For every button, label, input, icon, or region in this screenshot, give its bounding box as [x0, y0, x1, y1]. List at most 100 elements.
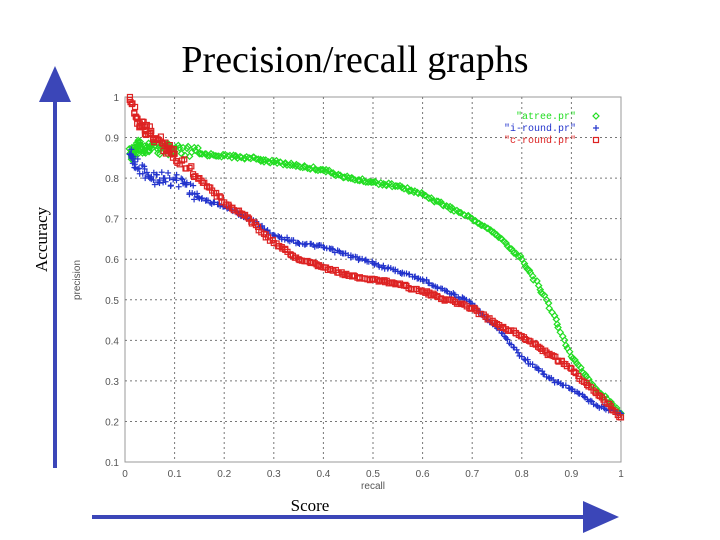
curve-marker — [341, 271, 348, 279]
curve-marker — [343, 172, 352, 181]
curve-marker — [255, 223, 262, 231]
curve-marker — [544, 351, 551, 359]
curve-marker — [173, 171, 180, 178]
curve-marker — [571, 356, 579, 364]
curve-marker — [212, 152, 221, 160]
curve-marker — [499, 330, 506, 337]
curve-marker — [173, 177, 180, 184]
curve-marker — [184, 142, 192, 151]
curve-marker — [550, 376, 557, 383]
y-tick-label: 1 — [113, 93, 119, 104]
curve-marker — [563, 363, 570, 370]
curve-marker — [371, 178, 380, 187]
legend-label: "atree.pr" — [516, 111, 576, 123]
curve-marker — [503, 335, 510, 342]
curve-marker — [382, 279, 389, 286]
curve-marker — [175, 183, 182, 190]
curve-marker — [513, 346, 520, 353]
x-tick-label: 0.1 — [168, 469, 182, 480]
curve-marker — [457, 208, 465, 217]
curve-marker — [242, 152, 251, 161]
curve-marker — [567, 364, 574, 371]
curve-marker — [148, 144, 156, 153]
curve-marker — [129, 153, 136, 160]
curve-marker — [420, 278, 427, 285]
y-axis-title: precision — [72, 260, 83, 300]
curve-marker — [535, 367, 542, 374]
curve-marker — [148, 127, 155, 135]
curve-marker — [142, 175, 149, 182]
curve-marker — [550, 352, 557, 360]
curve-marker — [131, 161, 138, 168]
curve-marker — [183, 179, 190, 186]
series-0 — [125, 136, 625, 418]
curve-marker — [181, 156, 188, 163]
curve-marker — [131, 103, 139, 111]
curve-marker — [528, 272, 537, 280]
curve-marker — [387, 179, 396, 188]
curve-marker — [504, 336, 511, 343]
curve-marker — [141, 144, 150, 153]
curve-marker — [318, 242, 325, 249]
curve-marker — [223, 152, 232, 160]
curve-marker — [186, 191, 193, 198]
y-tick-label: 0.8 — [105, 174, 119, 185]
curve-marker — [355, 257, 362, 264]
x-tick-label: 0.6 — [416, 469, 430, 480]
curve-marker — [143, 169, 150, 176]
curve-marker — [316, 165, 325, 174]
curve-marker — [158, 139, 166, 147]
curve-marker — [162, 178, 169, 185]
curve-marker — [314, 263, 321, 270]
legend-label: "i-round.pr" — [504, 123, 576, 135]
curve-marker — [217, 202, 224, 209]
y-tick-label: 0.5 — [105, 296, 119, 307]
curve-marker — [259, 156, 268, 164]
curve-marker — [292, 160, 301, 169]
curve-marker — [190, 173, 198, 181]
curve-marker — [571, 368, 578, 376]
curve-marker — [186, 164, 193, 171]
curve-marker — [516, 352, 523, 359]
curve-marker — [340, 173, 349, 181]
score-axis-label: Score — [290, 496, 330, 515]
curve-marker — [196, 149, 205, 158]
curve-marker — [590, 387, 597, 394]
data-point — [369, 178, 377, 187]
curve-marker — [376, 263, 383, 270]
curve-marker — [194, 193, 201, 200]
curve-marker — [529, 361, 536, 368]
curve-marker — [406, 271, 413, 278]
curve-marker — [510, 249, 518, 257]
curve-marker — [502, 239, 510, 247]
curve-marker — [548, 352, 556, 359]
curve-marker — [470, 216, 478, 225]
curve-marker — [369, 258, 376, 265]
curve-marker — [156, 177, 163, 184]
curve-marker — [616, 414, 623, 421]
curve-marker — [539, 368, 546, 375]
curve-marker — [524, 356, 531, 363]
curve-marker — [388, 182, 397, 191]
curve-marker — [443, 287, 450, 294]
curve-marker — [158, 169, 165, 176]
curve-marker — [166, 175, 173, 182]
curve-marker — [153, 171, 160, 178]
curve-marker — [380, 262, 387, 269]
curve-marker — [170, 146, 177, 153]
curve-marker — [174, 141, 183, 150]
legend-label: "c-round.pr" — [504, 135, 576, 147]
y-tick-label: 0.2 — [105, 417, 119, 428]
curve-marker — [328, 245, 335, 252]
data-point — [195, 149, 204, 158]
x-axis-title: recall — [361, 481, 385, 492]
y-tick-label: 0.9 — [105, 134, 119, 145]
curve-marker — [183, 144, 191, 153]
curve-marker — [298, 163, 307, 172]
y-tick-label: 0.6 — [105, 255, 119, 266]
curve-marker — [275, 233, 282, 240]
curve-marker — [452, 298, 459, 306]
curve-marker — [165, 169, 172, 176]
curve-marker — [284, 234, 291, 241]
